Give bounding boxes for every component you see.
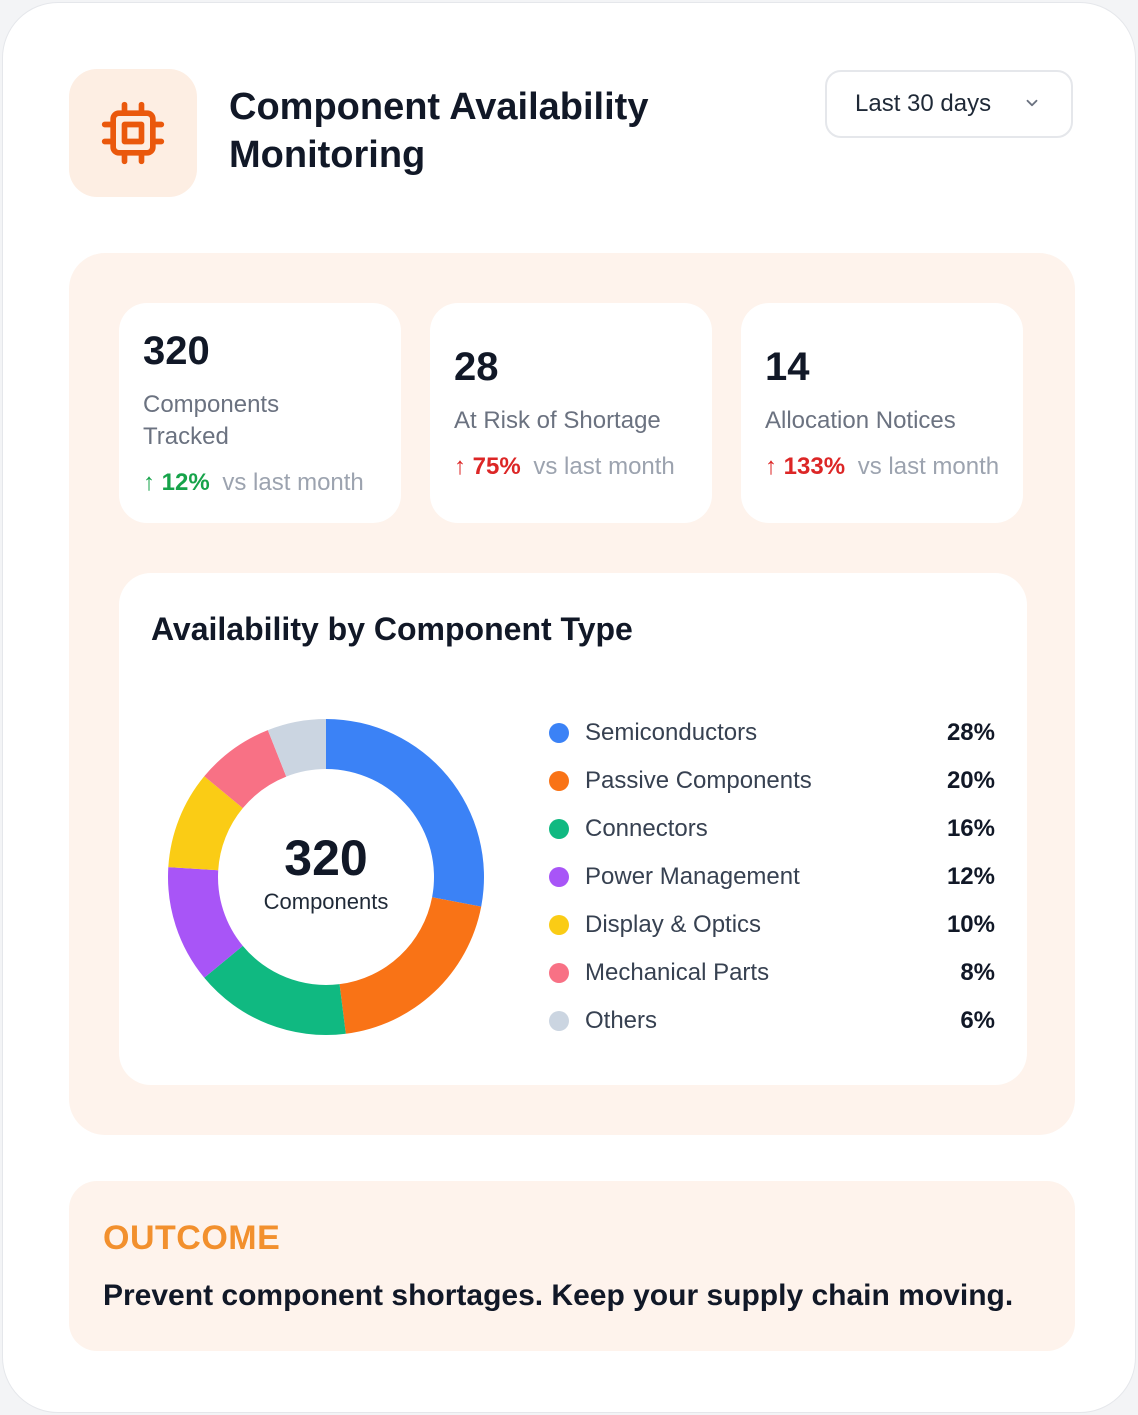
delta-percent: 75%	[472, 453, 521, 480]
legend-swatch	[549, 915, 569, 935]
legend-value: 6%	[960, 1007, 995, 1034]
donut-center-value: 320	[284, 830, 368, 886]
donut-slice-passive-components	[339, 897, 482, 1034]
donut-slice-mechanical-parts	[204, 730, 287, 809]
delta-suffix: vs last month	[222, 469, 364, 496]
stat-card-at-risk: 28 At Risk of Shortage ↑ 75% vs last mon…	[430, 303, 712, 523]
logo-badge	[69, 69, 197, 197]
chip-icon	[101, 101, 165, 165]
legend-value: 10%	[946, 911, 995, 938]
legend-swatch	[549, 867, 569, 887]
legend-value: 16%	[946, 815, 995, 842]
page-title: Component Availability Monitoring	[229, 86, 649, 176]
date-range-value: Last 30 days	[855, 90, 992, 117]
legend-label: Others	[585, 1007, 658, 1034]
legend-label: Semiconductors	[585, 719, 758, 746]
stat-delta: ↑ 133% vs last month	[765, 451, 999, 483]
stat-label: Components Tracked	[143, 391, 280, 450]
availability-chart-card: Availability by Component Type 320 Compo…	[119, 573, 1027, 1085]
legend-swatch	[549, 771, 569, 791]
stat-value: 320	[143, 329, 210, 373]
stat-delta: ↑ 12% vs last month	[143, 467, 377, 499]
legend-swatch	[549, 963, 569, 983]
delta-percent: 133%	[783, 453, 846, 480]
legend-swatch	[549, 1011, 569, 1031]
outcome-text: Prevent component shortages. Keep your s…	[103, 1279, 1014, 1312]
chevron-down-icon	[1026, 99, 1038, 107]
legend-value: 12%	[946, 863, 995, 890]
legend-item: Others 6%	[549, 997, 997, 1045]
legend-swatch	[549, 723, 569, 743]
stat-delta: ↑ 75% vs last month	[454, 451, 688, 483]
legend-swatch	[549, 819, 569, 839]
donut-slice-semiconductors	[326, 719, 484, 907]
delta-percent: 12%	[161, 469, 210, 496]
stat-label: Allocation Notices	[765, 407, 956, 434]
stat-card-allocation-notices: 14 Allocation Notices ↑ 133% vs last mon…	[741, 303, 1023, 523]
donut-chart	[168, 719, 484, 1035]
date-range-select[interactable]: Last 30 days	[825, 70, 1073, 138]
legend-label: Connectors	[585, 815, 708, 842]
metrics-panel: 320 Components Tracked ↑ 12% vs last mon…	[69, 253, 1075, 1135]
legend-item: Power Management 12%	[549, 853, 997, 901]
legend-label: Display & Optics	[585, 911, 762, 938]
chart-title: Availability by Component Type	[151, 611, 633, 647]
stat-value: 14	[765, 345, 810, 389]
legend-label: Mechanical Parts	[585, 959, 770, 986]
legend-item: Connectors 16%	[549, 805, 997, 853]
outcome-label: OUTCOME	[103, 1219, 281, 1257]
arrow-up-icon: ↑	[765, 453, 777, 480]
stat-card-components-tracked: 320 Components Tracked ↑ 12% vs last mon…	[119, 303, 401, 523]
arrow-up-icon: ↑	[143, 469, 155, 496]
donut-slice-display-optics	[168, 776, 243, 871]
legend-label: Power Management	[585, 863, 800, 890]
stat-value: 28	[454, 345, 499, 389]
donut-slice-connectors	[204, 945, 346, 1035]
donut-slice-power-management	[168, 867, 243, 978]
legend-value: 20%	[946, 767, 995, 794]
chart-legend: Semiconductors 28% Passive Components 20% Co…	[549, 709, 997, 1045]
donut-slice-others	[267, 719, 326, 777]
legend-value: 28%	[946, 719, 995, 746]
legend-item: Passive Components 20%	[549, 757, 997, 805]
legend-item: Semiconductors 28%	[549, 709, 997, 757]
delta-suffix: vs last month	[533, 453, 675, 480]
delta-suffix: vs last month	[857, 453, 1000, 480]
outcome-box: OUTCOME Prevent component shortages. Kee…	[69, 1181, 1075, 1351]
legend-value: 8%	[960, 959, 995, 986]
stat-label: At Risk of Shortage	[454, 407, 661, 434]
legend-label: Passive Components	[585, 767, 812, 794]
legend-item: Mechanical Parts 8%	[549, 949, 997, 997]
arrow-up-icon: ↑	[454, 453, 466, 480]
donut-center-label: Components	[263, 889, 389, 914]
legend-item: Display & Optics 10%	[549, 901, 997, 949]
